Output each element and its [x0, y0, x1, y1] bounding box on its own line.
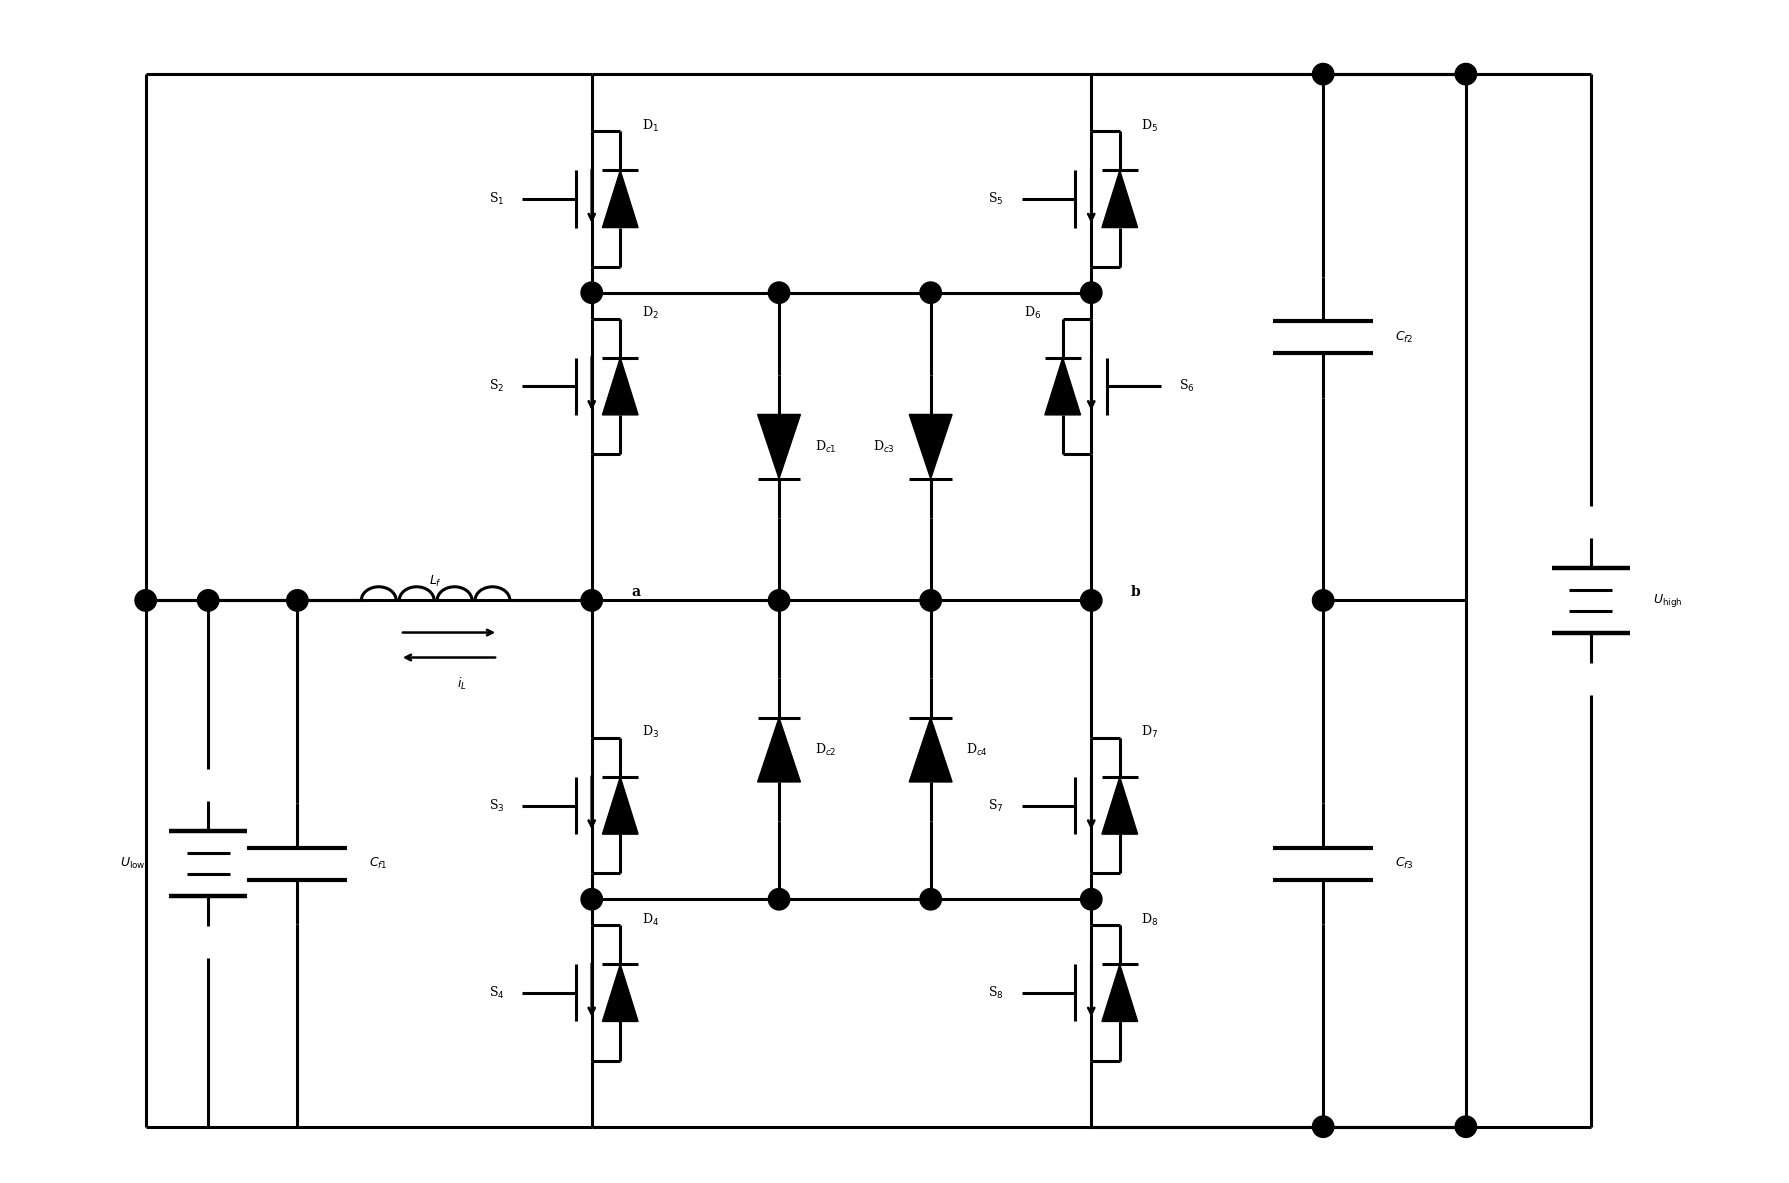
Text: $U_{\mathrm{low}}$: $U_{\mathrm{low}}$ — [120, 856, 145, 871]
Text: a: a — [632, 584, 640, 599]
Circle shape — [920, 282, 941, 303]
Text: $C_{f1}$: $C_{f1}$ — [369, 856, 386, 871]
Text: S$_6$: S$_6$ — [1177, 379, 1193, 394]
Circle shape — [1311, 64, 1333, 85]
Circle shape — [1454, 64, 1476, 85]
Text: S$_3$: S$_3$ — [488, 797, 504, 814]
Circle shape — [920, 589, 941, 612]
Text: D$_1$: D$_1$ — [640, 118, 658, 134]
Text: S$_4$: S$_4$ — [488, 985, 504, 1001]
Text: D$_{c1}$: D$_{c1}$ — [814, 439, 835, 454]
Circle shape — [197, 589, 218, 612]
Text: D$_8$: D$_8$ — [1141, 912, 1157, 927]
Circle shape — [581, 589, 603, 612]
Circle shape — [286, 589, 308, 612]
Text: D$_6$: D$_6$ — [1023, 305, 1041, 322]
Circle shape — [581, 888, 603, 910]
Circle shape — [581, 282, 603, 303]
Polygon shape — [1045, 357, 1081, 415]
Circle shape — [1081, 888, 1102, 910]
Text: D$_3$: D$_3$ — [640, 724, 658, 741]
Text: D$_4$: D$_4$ — [640, 912, 658, 927]
Text: S$_1$: S$_1$ — [488, 190, 504, 207]
Polygon shape — [603, 170, 637, 227]
Polygon shape — [603, 777, 637, 834]
Polygon shape — [1102, 777, 1138, 834]
Polygon shape — [1102, 170, 1138, 227]
Text: S$_5$: S$_5$ — [988, 190, 1004, 207]
Text: b: b — [1131, 584, 1140, 599]
Text: S$_7$: S$_7$ — [988, 797, 1004, 814]
Polygon shape — [603, 357, 637, 415]
Text: D$_{c4}$: D$_{c4}$ — [966, 742, 988, 758]
Circle shape — [1454, 1116, 1476, 1137]
Circle shape — [134, 589, 156, 612]
Polygon shape — [909, 718, 952, 782]
Text: S$_8$: S$_8$ — [988, 985, 1004, 1001]
Polygon shape — [909, 414, 952, 479]
Text: $i_L$: $i_L$ — [458, 677, 467, 692]
Text: D$_5$: D$_5$ — [1141, 118, 1157, 134]
Circle shape — [767, 589, 789, 612]
Circle shape — [920, 888, 941, 910]
Circle shape — [1311, 589, 1333, 612]
Text: S$_2$: S$_2$ — [488, 379, 504, 394]
Circle shape — [767, 888, 789, 910]
Text: D$_{c3}$: D$_{c3}$ — [873, 439, 894, 454]
Circle shape — [1081, 589, 1102, 612]
Text: $C_{f2}$: $C_{f2}$ — [1394, 330, 1412, 344]
Polygon shape — [757, 414, 800, 479]
Polygon shape — [1102, 964, 1138, 1021]
Polygon shape — [603, 964, 637, 1021]
Text: D$_2$: D$_2$ — [640, 305, 658, 322]
Text: D$_7$: D$_7$ — [1141, 724, 1157, 741]
Text: D$_{c2}$: D$_{c2}$ — [814, 742, 835, 758]
Text: $C_{f3}$: $C_{f3}$ — [1394, 856, 1413, 871]
Circle shape — [767, 282, 789, 303]
Circle shape — [1311, 1116, 1333, 1137]
Polygon shape — [757, 718, 800, 782]
Text: $L_f$: $L_f$ — [429, 574, 442, 589]
Circle shape — [1081, 282, 1102, 303]
Text: $U_{\mathrm{high}}$: $U_{\mathrm{high}}$ — [1653, 592, 1682, 609]
